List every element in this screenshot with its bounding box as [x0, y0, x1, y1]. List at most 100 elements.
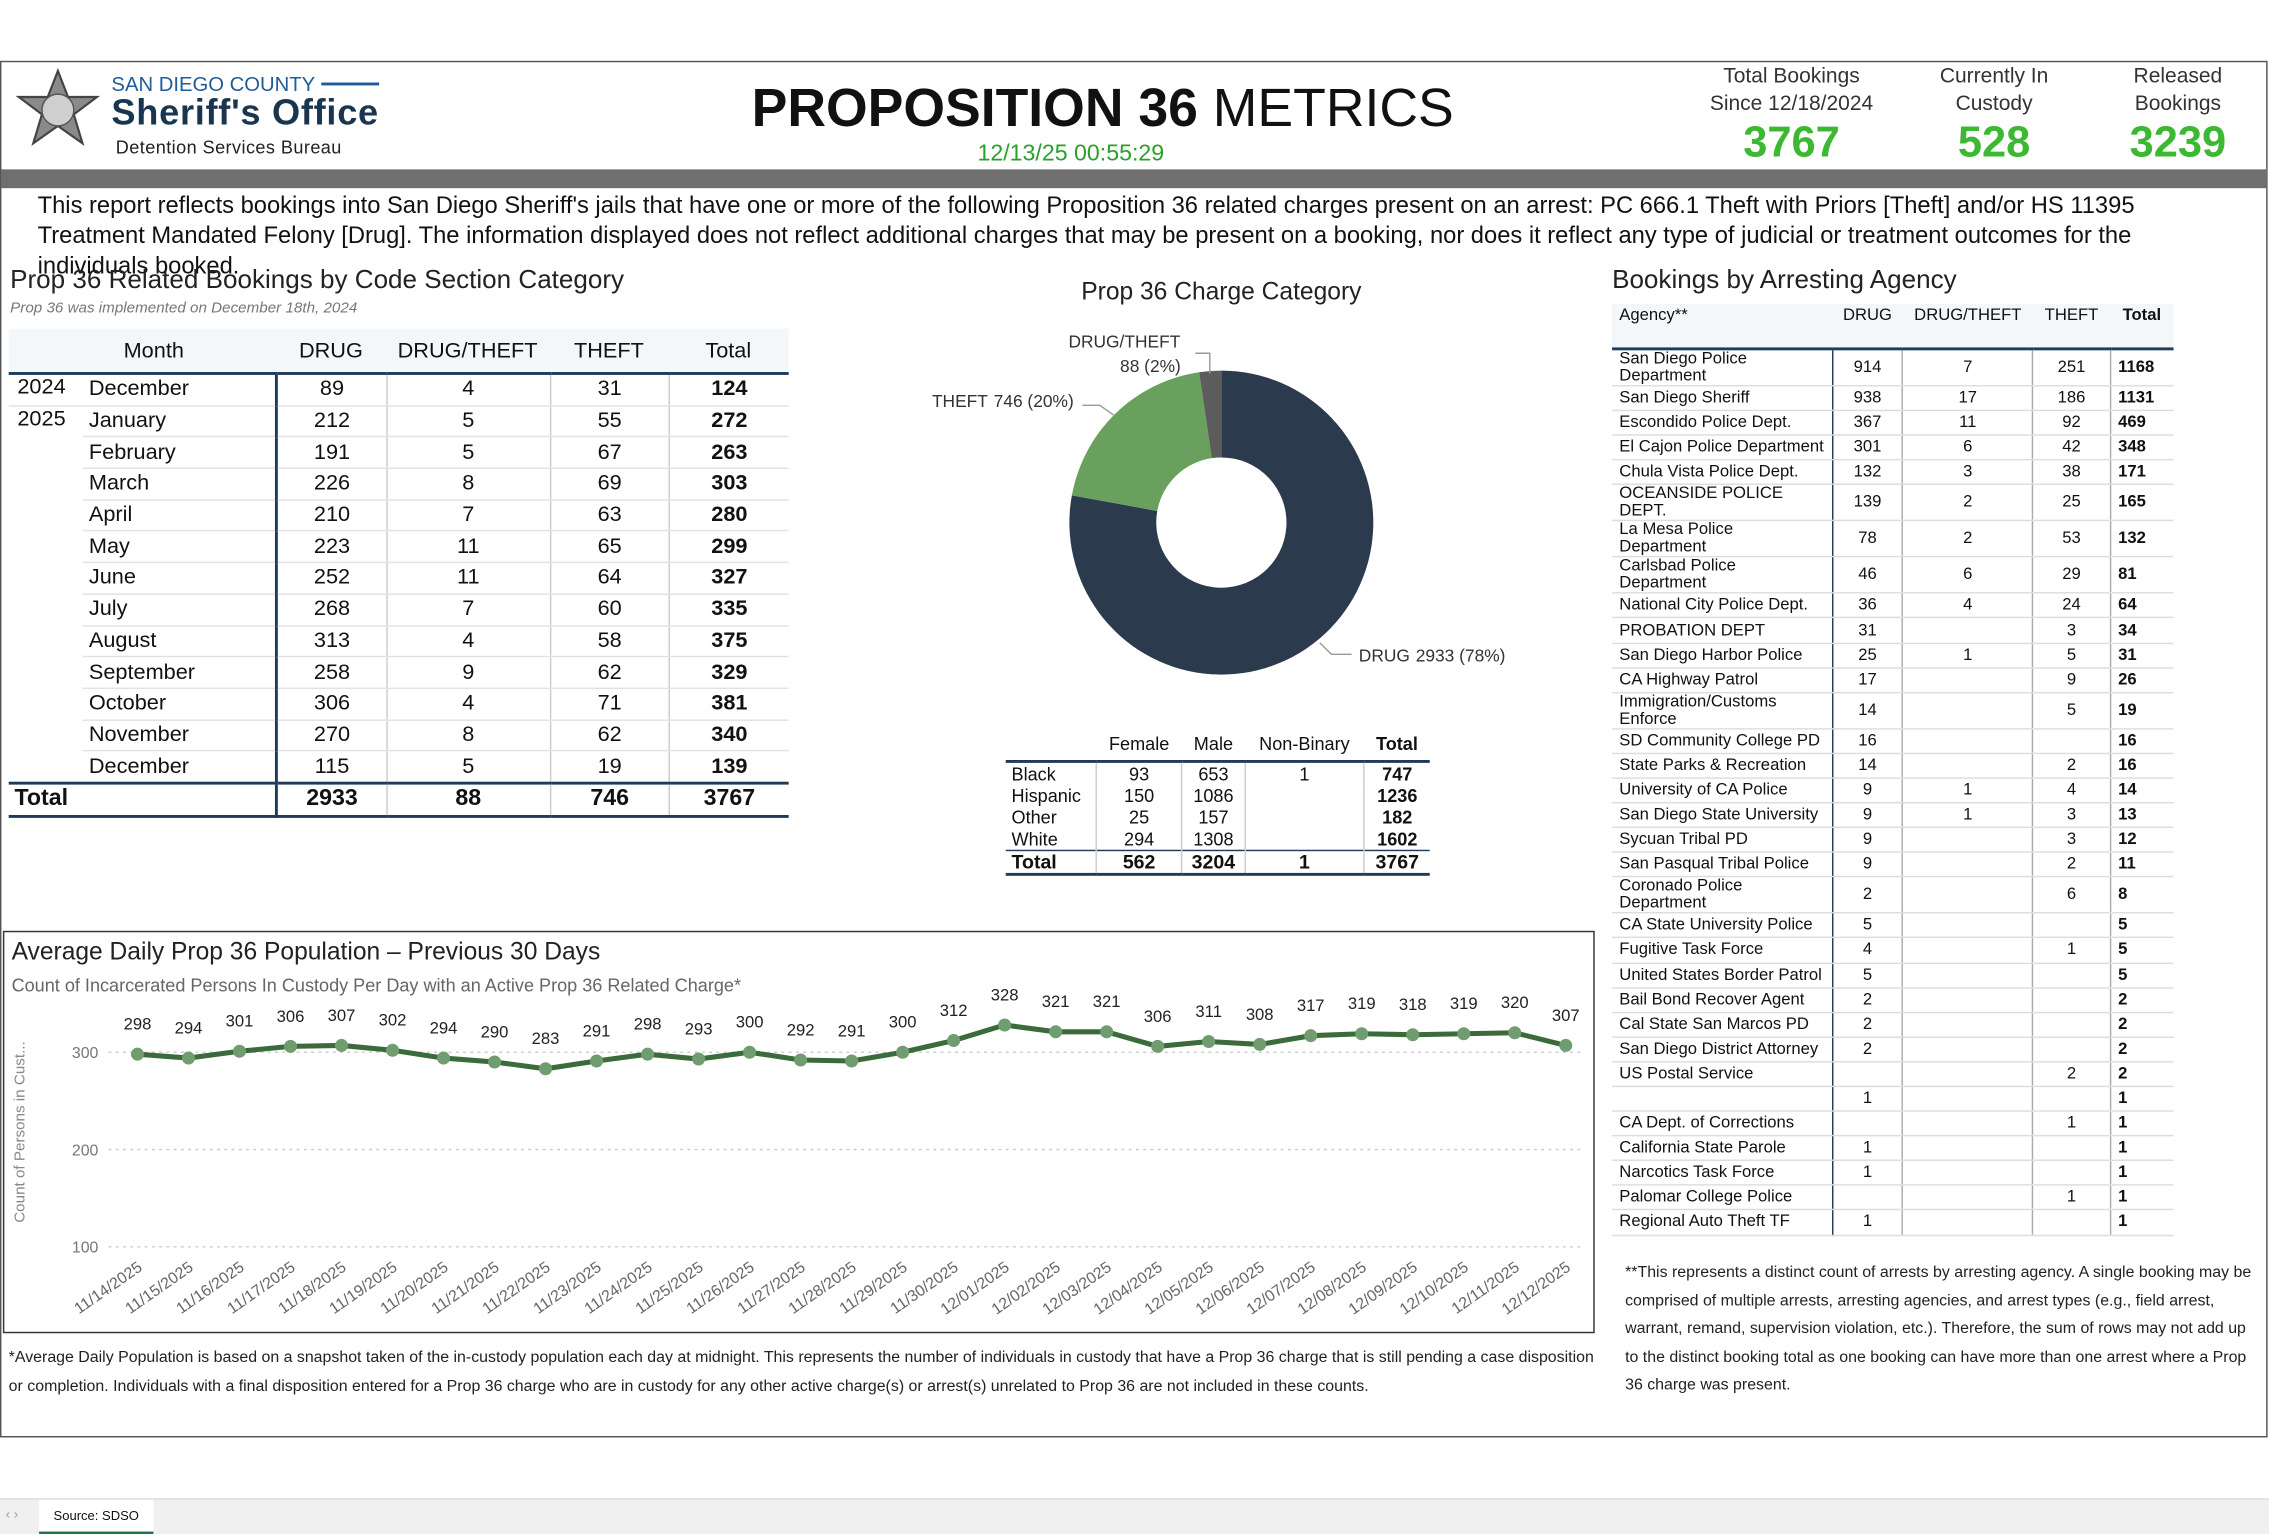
number-cell: 5	[2109, 962, 2174, 989]
marker	[641, 1047, 655, 1061]
number-cell: 1	[2109, 1086, 2174, 1112]
slice-category: DRUG/THEFT	[1068, 331, 1180, 351]
data-label: 300	[889, 1013, 917, 1032]
table-row: August 313 4 58 375	[9, 625, 789, 658]
tab-nav[interactable]: ‹ ›	[5, 1506, 19, 1522]
section-title: Prop 36 Related Bookings by Code Section…	[10, 264, 625, 294]
data-label: 306	[1144, 1007, 1172, 1026]
number-cell: 223	[275, 531, 387, 564]
total-label: Total	[1005, 849, 1097, 876]
number-cell: 367	[1831, 410, 1903, 437]
agency-name: State Parks & Recreation	[1612, 753, 1833, 779]
table-row: November 270 8 62 340	[9, 719, 789, 752]
number-cell: 1	[1902, 642, 2033, 669]
marker	[488, 1055, 502, 1069]
footnote: *Average Daily Population is based on a …	[8, 1349, 1594, 1395]
data-label: 318	[1399, 995, 1427, 1014]
total-row: Total 2933 88 746 3767	[8, 781, 789, 818]
number-cell: 258	[275, 656, 387, 689]
number-cell: 5	[2109, 937, 2174, 964]
month-cell: September	[83, 656, 279, 689]
report-title: PROPOSITION 36 METRICS	[669, 78, 1537, 139]
table-row: CA State University Police 5 5	[1612, 913, 2174, 939]
data-label: 311	[1195, 1002, 1222, 1021]
number-cell: 938	[1831, 385, 1903, 412]
number-cell: 1168	[2109, 348, 2174, 387]
number-cell: 263	[668, 436, 789, 470]
table-row: SD Community College PD 16 16	[1612, 728, 2174, 754]
agency-name: Carlsbad Police Department	[1612, 557, 1833, 595]
number-cell: 2	[1831, 1036, 1903, 1063]
number-cell: 9	[1831, 777, 1903, 804]
number-cell: 5	[385, 436, 551, 470]
number-cell: 270	[275, 719, 387, 752]
header-cell: Total	[1364, 728, 1430, 763]
header-cell: Female	[1096, 728, 1183, 763]
marker	[896, 1045, 910, 1059]
number-cell	[1902, 1061, 2033, 1088]
number-cell	[1902, 1086, 2033, 1112]
marker	[1151, 1039, 1165, 1053]
number-cell: 1	[2109, 1111, 2174, 1137]
table-row: Chula Vista Police Dept. 132 3 38 171	[1612, 460, 2174, 486]
table-row: Black 93 653 1 747	[1006, 761, 1430, 785]
number-cell: 78	[1831, 520, 1903, 558]
donut-slice	[1199, 370, 1222, 459]
number-cell	[1902, 728, 2033, 754]
agency-name: Palomar College Police	[1612, 1185, 1833, 1211]
marker	[1457, 1027, 1471, 1041]
number-cell: 53	[2032, 520, 2111, 558]
marker	[1253, 1037, 1267, 1051]
number-cell: 25	[2032, 484, 2111, 522]
data-label: 293	[685, 1019, 713, 1038]
table-row: Cal State San Marcos PD 2 2	[1612, 1012, 2174, 1038]
marker	[437, 1051, 451, 1065]
number-cell: 88	[385, 781, 551, 818]
data-label: 283	[532, 1029, 560, 1048]
number-cell	[1902, 962, 2033, 989]
marker	[1202, 1035, 1216, 1049]
year-cell: 2025	[8, 405, 84, 784]
number-cell	[1831, 1185, 1903, 1211]
agency-name: San Diego State University	[1612, 802, 1833, 829]
number-cell: 11	[385, 562, 551, 595]
number-cell: 914	[1831, 348, 1903, 387]
data-label: 321	[1042, 992, 1070, 1011]
agency-name: San Diego Harbor Police	[1612, 642, 1833, 669]
number-cell	[1902, 937, 2033, 964]
number-cell: 71	[549, 688, 670, 721]
number-cell: 5	[2032, 642, 2111, 669]
number-cell: 9	[1831, 802, 1903, 829]
number-cell: 5	[2032, 692, 2111, 730]
table-row: CA Highway Patrol 17 9 26	[1612, 667, 2174, 694]
number-cell: 3	[1902, 460, 2033, 486]
kpi-value: 3239	[2129, 118, 2227, 167]
county-name: SAN DIEGO COUNTY	[111, 72, 379, 96]
agency-name: SD Community College PD	[1612, 728, 1833, 754]
year-cell: 2024	[8, 373, 84, 407]
office-name: Sheriff's Office	[111, 92, 379, 134]
number-cell: 14	[2109, 777, 2174, 804]
number-cell: 7	[1902, 348, 2033, 387]
data-label: 306	[277, 1007, 305, 1026]
row-label: Hispanic	[1011, 785, 1081, 806]
data-label: 291	[583, 1021, 611, 1040]
table-row: Immigration/Customs Enforce 14 5 19	[1612, 692, 2174, 730]
header-cell: Agency**	[1612, 303, 1833, 351]
header-cell	[8, 328, 84, 375]
title-bold: PROPOSITION 36	[751, 78, 1198, 138]
table-row: July 268 7 60 335	[9, 593, 789, 627]
marker	[539, 1062, 553, 1076]
sheet-tab[interactable]: Source: SDSO	[39, 1499, 154, 1534]
y-tick-label: 100	[72, 1240, 99, 1257]
number-cell	[2032, 913, 2111, 939]
gender-table: Female Male Non-Binary Total Black 93 653 1 747 H…	[1005, 728, 1430, 876]
total-row: Total 562 3204 1 3767	[1005, 849, 1430, 876]
number-cell: 212	[275, 405, 387, 438]
number-cell: 2	[1831, 987, 1903, 1013]
slice-value: 746 (20%)	[994, 391, 1074, 411]
month-cell: May	[83, 531, 279, 564]
marker	[1559, 1038, 1573, 1052]
header-row: Month DRUG DRUG/THEFT THEFT Total	[8, 328, 789, 375]
data-label: 302	[379, 1011, 407, 1030]
